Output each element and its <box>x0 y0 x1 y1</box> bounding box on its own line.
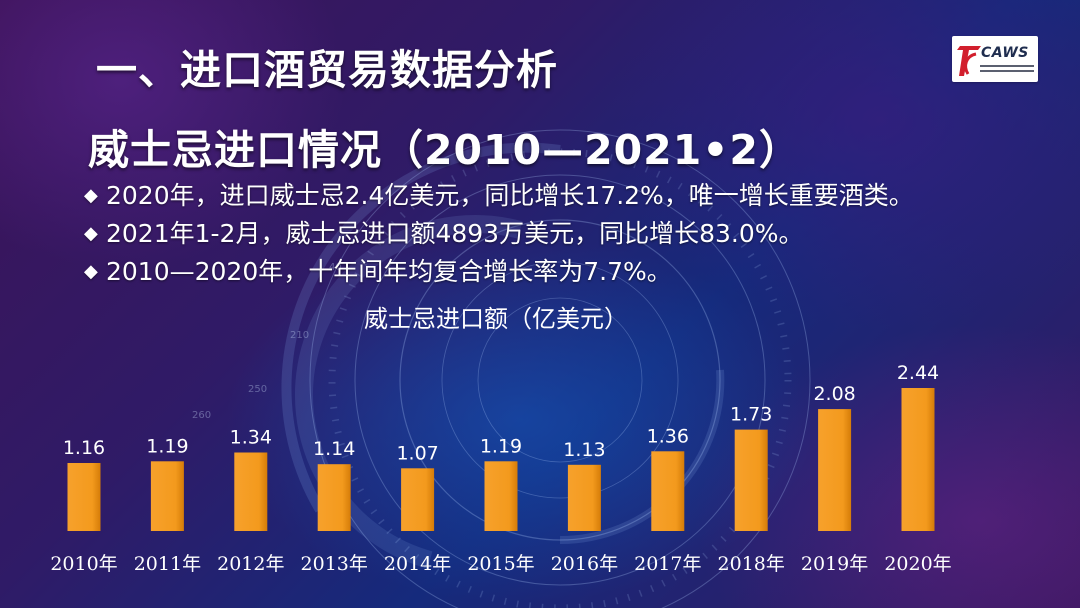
bar-value-label: 1.19 <box>146 435 188 457</box>
chart-bar <box>901 388 935 531</box>
bar-value-label: 1.34 <box>230 427 272 449</box>
bullet-text: 2020年，进口威士忌2.4亿美元，同比增长17.2%，唯一增长重要酒类。 <box>106 181 914 210</box>
bullet-text: 2010—2020年，十年间年均复合增长率为7.7%。 <box>106 257 672 286</box>
page-title: 一、进口酒贸易数据分析 <box>96 46 558 94</box>
bar-value-label: 2.44 <box>897 362 939 384</box>
diamond-bullet-icon: ◆ <box>84 223 98 244</box>
x-axis-tick-label: 2014年 <box>384 553 451 575</box>
logo-caption-line <box>980 70 1034 72</box>
chart-bar <box>150 461 184 531</box>
chart-bar <box>651 451 685 531</box>
svg-text:40: 40 <box>329 262 342 273</box>
bullet-item: ◆ 2020年，进口威士忌2.4亿美元，同比增长17.2%，唯一增长重要酒类。 <box>84 180 914 212</box>
diamond-bullet-icon: ◆ <box>84 261 98 282</box>
bar-value-label: 1.36 <box>647 425 689 447</box>
svg-text:260: 260 <box>192 410 211 421</box>
x-axis-tick-label: 2013年 <box>301 553 368 575</box>
svg-text:210: 210 <box>290 330 309 341</box>
bullet-item: ◆ 2010—2020年，十年间年均复合增长率为7.7%。 <box>84 256 672 288</box>
chart-bar <box>67 463 101 531</box>
chart-title: 威士忌进口额（亿美元） <box>364 305 628 333</box>
x-axis-tick-label: 2019年 <box>801 553 868 575</box>
x-axis-tick-label: 2020年 <box>884 553 951 575</box>
chart-bar <box>484 461 518 531</box>
logo-caption-line <box>980 65 1034 67</box>
svg-text:250: 250 <box>248 384 267 395</box>
x-axis-tick-label: 2016年 <box>551 553 618 575</box>
x-axis-tick-label: 2015年 <box>467 553 534 575</box>
chart-bar <box>567 464 601 531</box>
bar-value-label: 1.13 <box>563 439 605 461</box>
chart-bar <box>234 452 268 531</box>
x-axis-tick-label: 2011年 <box>134 553 201 575</box>
x-axis-tick-label: 2012年 <box>217 553 284 575</box>
chart-bar <box>401 468 435 531</box>
caws-logo-mark-icon <box>957 46 981 76</box>
bar-value-label: 1.07 <box>396 442 438 464</box>
chart-bar <box>818 409 852 531</box>
bar-value-label: 1.19 <box>480 435 522 457</box>
page-subtitle: 威士忌进口情况（2010—2021•2） <box>88 126 801 174</box>
bar-value-label: 1.14 <box>313 438 355 460</box>
x-axis-tick-label: 2018年 <box>718 553 785 575</box>
bar-value-label: 1.16 <box>63 437 105 459</box>
x-axis-tick-label: 2010年 <box>50 553 117 575</box>
x-axis-tick-label: 2017年 <box>634 553 701 575</box>
bullet-text: 2021年1-2月，威士忌进口额4893万美元，同比增长83.0%。 <box>106 219 804 248</box>
chart-bar <box>734 429 768 531</box>
caws-logo: CAWS <box>952 36 1038 82</box>
chart-bar <box>317 464 351 531</box>
logo-text: CAWS <box>981 45 1029 61</box>
bar-value-label: 2.08 <box>813 383 855 405</box>
bar-value-label: 1.73 <box>730 404 772 426</box>
bullet-item: ◆ 2021年1-2月，威士忌进口额4893万美元，同比增长83.0%。 <box>84 218 804 250</box>
diamond-bullet-icon: ◆ <box>84 185 98 206</box>
